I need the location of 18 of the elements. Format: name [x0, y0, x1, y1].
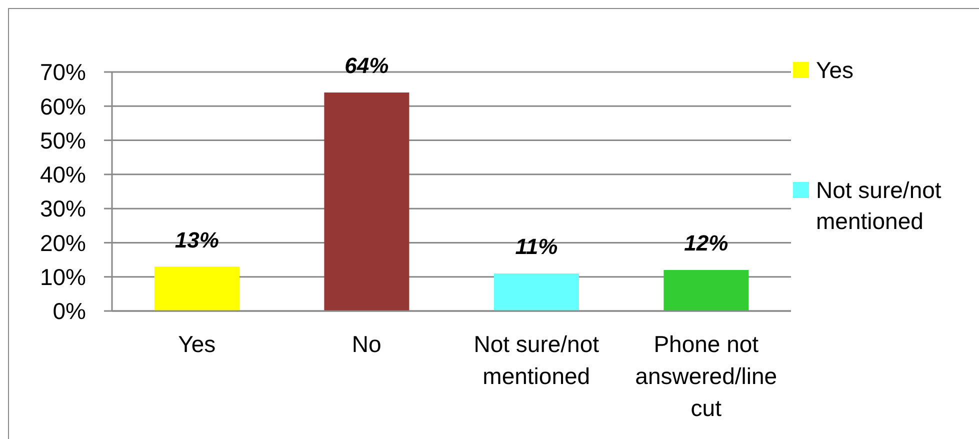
y-tick-label: 70%: [40, 59, 86, 86]
y-tick-label: 40%: [40, 162, 86, 188]
data-label: 11%: [515, 234, 558, 260]
legend-label: Not sure/not mentioned: [816, 176, 942, 236]
y-tick-label: 10%: [40, 264, 86, 290]
x-tick-label: No: [352, 331, 382, 357]
y-tick-label: 50%: [40, 127, 86, 154]
y-tick-label: 0%: [52, 298, 86, 324]
y-tick-label: 20%: [40, 230, 86, 256]
x-tick-label: Yes: [178, 331, 216, 357]
x-tick-label: Not sure/not mentioned: [474, 331, 600, 389]
x-tick-label: Phone not answered/line cut: [635, 331, 778, 421]
y-tick-label: 60%: [40, 93, 86, 120]
data-label: 64%: [344, 53, 389, 78]
data-label: 13%: [174, 227, 219, 252]
legend-label: Yes: [816, 56, 855, 85]
data-label: 12%: [684, 230, 728, 256]
y-tick-label: 30%: [40, 196, 86, 222]
